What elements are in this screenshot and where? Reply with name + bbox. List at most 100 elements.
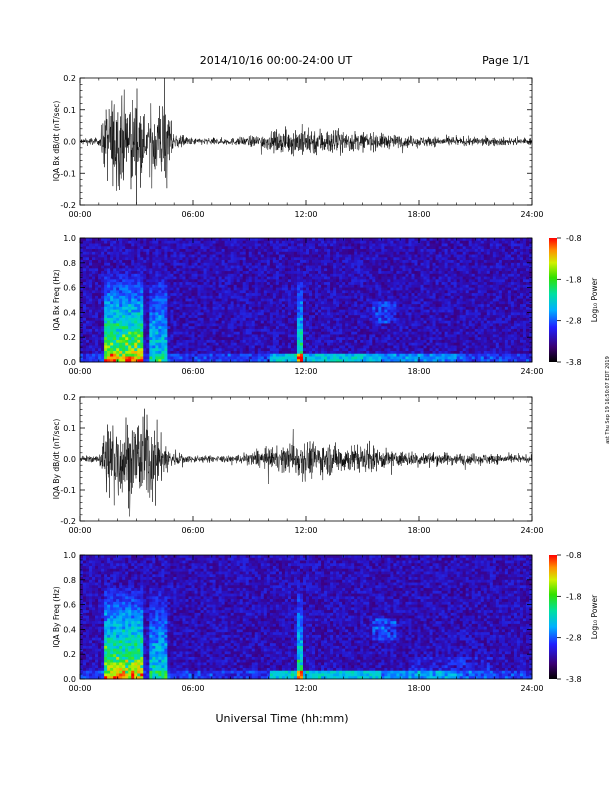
spectrogram-cell [309,306,313,311]
spectrogram-cell [221,326,226,330]
spectrogram-cell [348,306,352,311]
spectrogram-cell [327,257,331,261]
spectrogram-cell [206,279,210,283]
spectrogram-cell [245,273,250,277]
spectrogram-cell [315,359,319,363]
spectrogram-cell [209,320,213,324]
spectrogram-cell [233,260,238,264]
spectrogram-cell [179,345,183,349]
spectrogram-cell [360,350,364,355]
spectrogram-cell [251,342,256,346]
spectrogram-cell [182,251,186,255]
spectrogram-cell [278,254,283,258]
spectrogram-cell [375,334,379,338]
spectrogram-cell [324,271,328,275]
spectrogram-cell [318,315,322,319]
spectrogram-cell [182,309,186,313]
spectrogram-cell [405,315,409,319]
spectrogram-cell [242,260,247,264]
spectrogram-cell [378,254,382,258]
spectrogram-cell [257,282,262,286]
spectrogram-cell [315,323,319,327]
spectrogram-cell [336,331,340,335]
spectrogram-cell [167,339,171,344]
spectrogram-cell [125,273,129,277]
spectrogram-cell [254,337,259,341]
spectrogram-cell [354,251,358,255]
spectrogram-cell [363,301,367,305]
spectrogram-cell [164,353,168,357]
spectrogram-cell [299,290,304,294]
spectrogram-cell [179,246,183,250]
spectrogram-cell [203,260,207,264]
spectrogram-cell [275,260,280,264]
spectrogram-cell [306,260,310,264]
spectrogram-cell [384,295,388,300]
spectrogram-cell [116,320,120,324]
spectrogram-cell [215,306,220,311]
spectrogram-cell [366,304,370,308]
spectrogram-cell [296,328,301,333]
spectrogram-cell [179,265,183,269]
spectrogram-cell [179,304,183,308]
spectrogram-cell [176,348,180,352]
spectrogram-cell [233,350,238,355]
spectrogram-cell [200,315,204,319]
spectrogram-cell [309,240,313,244]
spectrogram-cell [86,301,90,305]
spectrogram-cell [152,240,156,244]
spectrogram-cell [98,339,102,344]
spectrogram-cell [98,353,102,357]
spectrogram-cell [372,342,376,346]
spectrogram-cell [143,345,147,349]
spectrogram-cell [339,315,343,319]
spectrogram-cell [158,350,162,355]
spectrogram-cell [119,290,123,294]
spectrogram-cell [293,298,298,302]
spectrogram-cell [315,337,319,341]
spectrogram-cell [143,260,147,264]
spectrogram-cell [327,315,331,319]
spectrogram-cell [152,246,156,250]
spectrogram-cell [387,249,391,253]
spectrogram-cell [110,298,114,302]
spectrogram-cell [375,271,379,275]
spectrogram-cell [140,284,144,288]
spectrogram-cell [143,276,147,280]
spectrogram-cell [339,356,343,360]
spectrogram-cell [86,295,90,300]
spectrogram-cell [167,353,171,357]
spectrogram-cell [164,350,168,355]
spectrogram-cell [116,282,120,286]
spectrogram-cell [339,265,343,269]
spectrogram-cell [203,339,207,344]
spectrogram-cell [158,301,162,305]
spectrogram-cell [278,331,283,335]
spectrogram-cell [221,284,226,288]
spectrogram-cell [98,284,102,288]
spectrogram-cell [134,315,138,319]
spectrogram-cell [284,356,289,360]
spectrogram-cell [357,265,361,269]
spectrogram-cell [101,271,105,275]
spectrogram-cell [357,243,361,247]
spectrogram-cell [369,306,373,311]
spectrogram-cell [227,350,232,355]
spectrogram-cell [269,271,274,275]
spectrogram-cell [290,301,295,305]
spectrogram-cell [387,315,391,319]
spectrogram-cell [116,317,120,322]
spectrogram-cell [369,271,373,275]
spectrogram-cell [333,273,337,277]
spectrogram-cell [125,287,129,291]
spectrogram-cell [284,312,289,316]
spectrogram-cell [284,328,289,333]
spectrogram-cell [254,312,259,316]
spectrogram-cell [128,334,132,338]
spectrogram-cell [134,337,138,341]
spectrogram-cell [161,249,165,253]
spectrogram-cell [224,290,229,294]
spectrogram-cell [354,342,358,346]
spectrogram-cell [146,348,150,352]
spectrogram-cell [381,345,385,349]
